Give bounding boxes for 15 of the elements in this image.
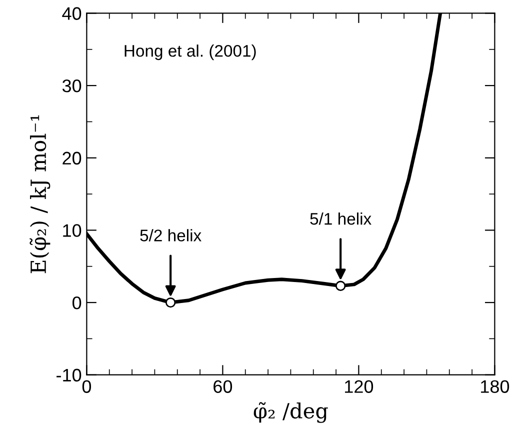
y-axis-title: E(φ̃₂) / kJ mol⁻¹ bbox=[30, 115, 50, 274]
y-tick-label: 20 bbox=[62, 152, 82, 165]
annotation: 5/1 helix bbox=[310, 212, 372, 225]
annotation: 5/2 helix bbox=[140, 229, 202, 242]
annotation: Hong et al. (2001) bbox=[124, 44, 256, 60]
x-tick-label: 180 bbox=[481, 380, 510, 393]
y-tick-label: 10 bbox=[63, 224, 82, 237]
x-tick-label: 120 bbox=[345, 380, 374, 393]
x-axis-title: φ̃₂ /deg bbox=[254, 402, 328, 423]
y-tick-label: 40 bbox=[62, 7, 82, 20]
y-tick-label: 0 bbox=[72, 296, 82, 310]
x-tick-label: 0 bbox=[82, 380, 92, 393]
y-tick-label: -10 bbox=[56, 368, 82, 382]
x-tick-label: 60 bbox=[214, 380, 232, 393]
y-tick-label: 30 bbox=[62, 79, 82, 92]
